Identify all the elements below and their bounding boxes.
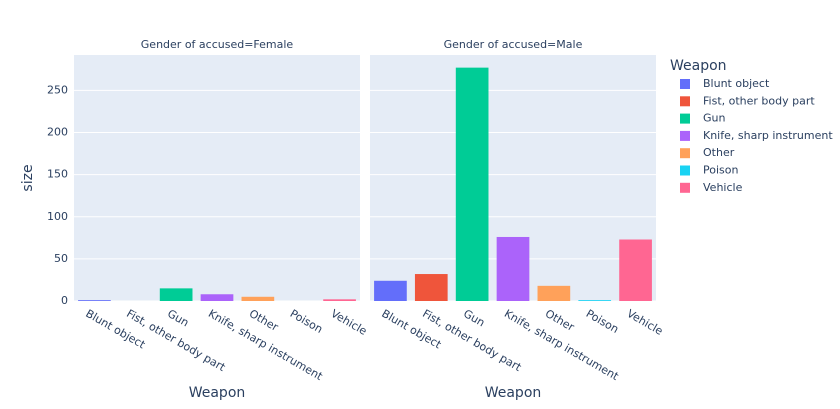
legend-label: Blunt object — [703, 77, 770, 90]
bar — [619, 239, 652, 301]
legend-label: Poison — [703, 164, 738, 177]
legend-label: Knife, sharp instrument — [703, 129, 833, 142]
x-tick-label: Vehicle — [625, 307, 666, 338]
x-tick-label: Vehicle — [329, 307, 370, 338]
x-axis-label: Weapon — [485, 385, 542, 401]
legend-label: Gun — [703, 112, 725, 125]
bar — [323, 299, 356, 301]
y-tick-label: 200 — [47, 126, 68, 139]
facet-title: Gender of accused=Male — [444, 38, 583, 51]
x-tick-label: Gun — [461, 307, 487, 330]
bar — [578, 300, 612, 301]
legend-swatch — [680, 148, 690, 159]
y-tick-label: 150 — [47, 168, 68, 181]
legend-swatch — [680, 96, 690, 107]
legend-label: Other — [703, 146, 735, 159]
bar — [496, 236, 530, 301]
y-tick-label: 0 — [61, 294, 68, 307]
bar — [200, 294, 234, 301]
bar — [374, 280, 407, 301]
legend-swatch — [680, 79, 690, 89]
legend-swatch — [680, 165, 690, 176]
y-axis-label: size — [20, 164, 36, 191]
legend-swatch — [680, 130, 690, 141]
legend-title: Weapon — [670, 58, 727, 74]
legend-label: Fist, other body part — [703, 94, 815, 107]
legend-label: Vehicle — [703, 181, 743, 194]
bar — [537, 285, 571, 301]
x-tick-label: Poison — [584, 307, 621, 336]
bar — [159, 288, 193, 301]
legend-swatch — [680, 113, 690, 124]
y-tick-label: 50 — [54, 252, 68, 265]
x-tick-label: Gun — [165, 307, 191, 330]
bar — [78, 300, 111, 301]
bar — [241, 296, 275, 301]
plot-background — [74, 55, 360, 301]
bar — [455, 67, 489, 301]
y-tick-label: 100 — [47, 210, 68, 223]
x-axis-label: Weapon — [189, 385, 246, 401]
legend-swatch — [680, 182, 690, 193]
y-tick-label: 250 — [47, 83, 68, 96]
x-tick-label: Poison — [288, 307, 325, 336]
bar — [414, 274, 448, 301]
facet-title: Gender of accused=Female — [141, 38, 294, 51]
